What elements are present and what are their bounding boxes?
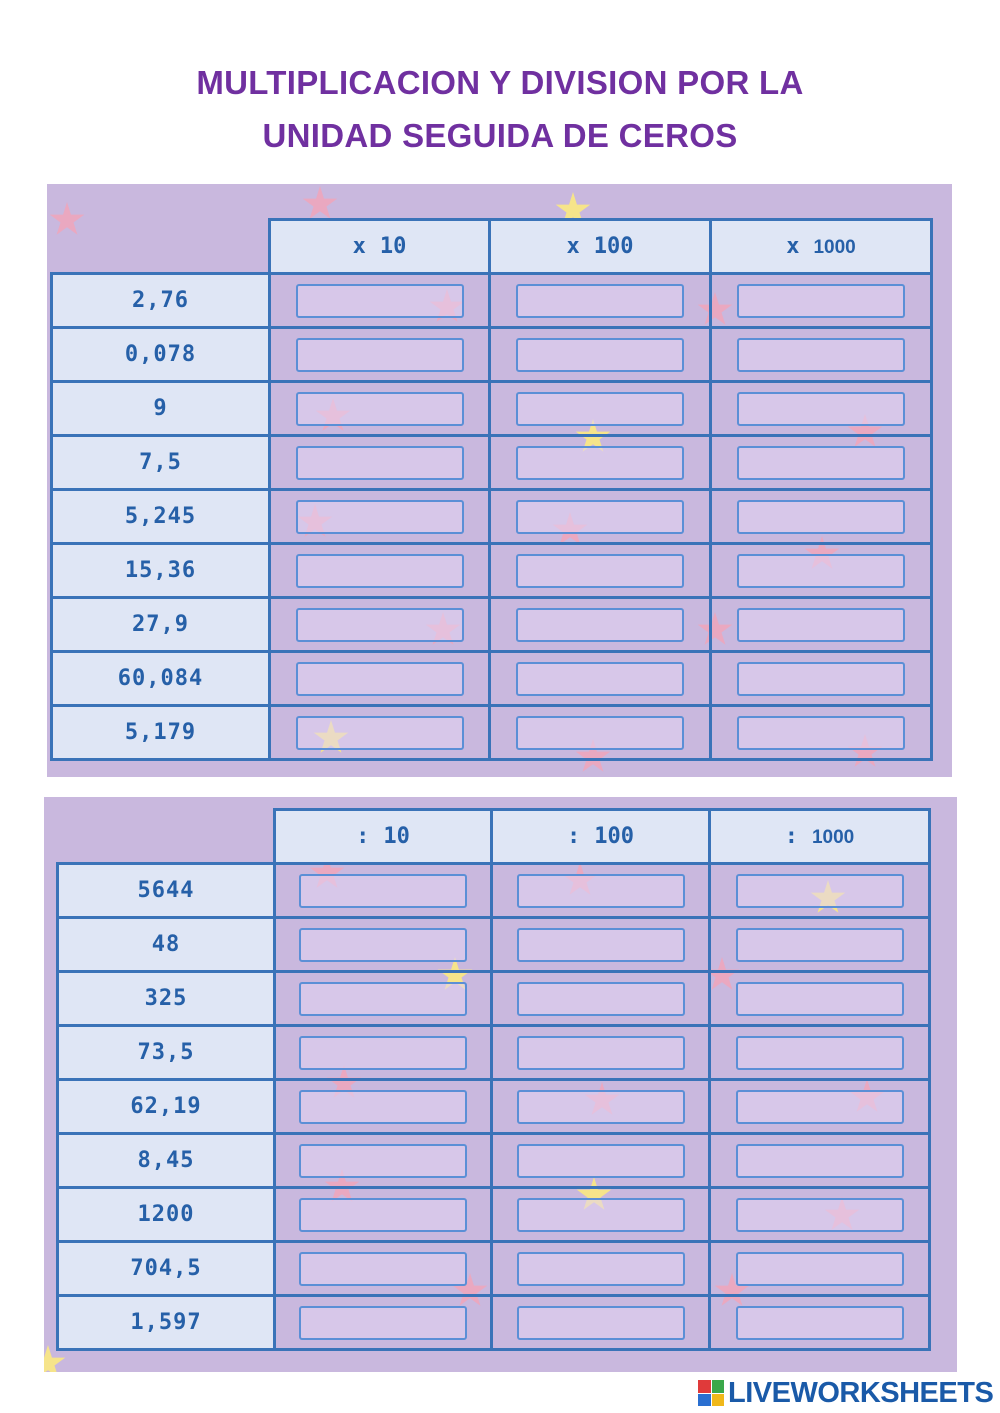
row-label: 1200 (56, 1186, 276, 1243)
answer-field[interactable] (516, 499, 684, 534)
answer-field[interactable] (516, 1197, 685, 1232)
answer-field[interactable] (735, 927, 904, 962)
row-label: 62,19 (56, 1078, 276, 1135)
answer-field[interactable] (516, 715, 684, 750)
row-label: 325 (56, 970, 276, 1027)
answer-field[interactable] (516, 1251, 685, 1286)
answer-field[interactable] (737, 607, 905, 642)
answer-field[interactable] (516, 1305, 685, 1340)
answer-field[interactable] (735, 1089, 904, 1124)
answer-field[interactable] (295, 391, 464, 426)
header-divide-10: :10 (273, 808, 493, 865)
answer-field[interactable] (299, 1089, 467, 1124)
answer-field[interactable] (516, 607, 684, 642)
answer-field[interactable] (735, 981, 904, 1016)
answer-field[interactable] (737, 661, 905, 696)
header-times-1000: x 1000 (709, 218, 933, 275)
multiplication-panel: x 10 x 100 x 1000 2,76 0,078 9 7,5 5,245 15… (47, 184, 952, 777)
answer-field[interactable] (735, 1143, 904, 1178)
answer-field[interactable] (737, 715, 905, 750)
answer-field[interactable] (516, 1089, 685, 1124)
answer-field[interactable] (295, 661, 464, 696)
row-label: 0,078 (50, 326, 271, 383)
answer-field[interactable] (299, 1197, 467, 1232)
row-label: 5,179 (50, 704, 271, 761)
answer-field[interactable] (299, 981, 467, 1016)
answer-field[interactable] (516, 981, 685, 1016)
division-panel: :10 :100 :1000 5644 48 325 73,5 62,19 8,… (44, 797, 957, 1372)
row-label: 5,245 (50, 488, 271, 545)
row-label: 73,5 (56, 1024, 276, 1081)
header-times-10: x 10 (268, 218, 491, 275)
liveworksheets-logo-icon (698, 1380, 724, 1406)
answer-field[interactable] (516, 873, 685, 908)
row-label: 704,5 (56, 1240, 276, 1297)
answer-field[interactable] (295, 553, 464, 588)
row-label: 15,36 (50, 542, 271, 599)
answer-field[interactable] (299, 873, 467, 908)
answer-field[interactable] (737, 553, 905, 588)
answer-field[interactable] (516, 283, 684, 318)
table-corner (52, 220, 270, 274)
row-label: 1,597 (56, 1294, 276, 1351)
answer-field[interactable] (299, 927, 467, 962)
answer-field[interactable] (737, 391, 905, 426)
header-divide-100: :100 (490, 808, 711, 865)
answer-field[interactable] (295, 715, 464, 750)
multiplication-table: x 10 x 100 x 1000 2,76 0,078 9 7,5 5,245 15… (50, 218, 933, 761)
answer-field[interactable] (737, 283, 905, 318)
answer-field[interactable] (516, 337, 684, 372)
answer-field[interactable] (735, 1197, 904, 1232)
brand-name: LIVEWORKSHEETS (728, 1376, 994, 1409)
answer-field[interactable] (516, 391, 684, 426)
row-label: 48 (56, 916, 276, 973)
title-line-2: UNIDAD SEGUIDA DE CEROS (262, 117, 738, 154)
answer-field[interactable] (295, 499, 464, 534)
row-label: 7,5 (50, 434, 271, 491)
answer-field[interactable] (516, 1143, 685, 1178)
row-label: 27,9 (50, 596, 271, 653)
row-label: 8,45 (56, 1132, 276, 1189)
row-label: 60,084 (50, 650, 271, 707)
table-corner (58, 810, 275, 864)
answer-field[interactable] (735, 873, 904, 908)
division-table: :10 :100 :1000 5644 48 325 73,5 62,19 8,… (56, 808, 931, 1351)
answer-field[interactable] (516, 553, 684, 588)
header-divide-1000: :1000 (708, 808, 931, 865)
answer-field[interactable] (737, 337, 905, 372)
row-label: 2,76 (50, 272, 271, 329)
title-line-1: MULTIPLICACION Y DIVISION POR LA (196, 64, 804, 101)
answer-field[interactable] (295, 445, 464, 480)
answer-field[interactable] (299, 1305, 467, 1340)
answer-field[interactable] (295, 337, 464, 372)
answer-field[interactable] (295, 283, 464, 318)
row-label: 5644 (56, 862, 276, 919)
answer-field[interactable] (299, 1251, 467, 1286)
answer-field[interactable] (735, 1305, 904, 1340)
answer-field[interactable] (737, 445, 905, 480)
row-label: 9 (50, 380, 271, 437)
liveworksheets-brand: LIVEWORKSHEETS (698, 1376, 994, 1409)
star-decoration (302, 186, 338, 219)
answer-field[interactable] (516, 445, 684, 480)
answer-field[interactable] (735, 1035, 904, 1070)
answer-field[interactable] (735, 1251, 904, 1286)
answer-field[interactable] (737, 499, 905, 534)
answer-field[interactable] (516, 927, 685, 962)
answer-field[interactable] (516, 661, 684, 696)
answer-field[interactable] (299, 1035, 467, 1070)
answer-field[interactable] (299, 1143, 467, 1178)
answer-field[interactable] (516, 1035, 685, 1070)
answer-field[interactable] (295, 607, 464, 642)
header-times-100: x 100 (488, 218, 712, 275)
